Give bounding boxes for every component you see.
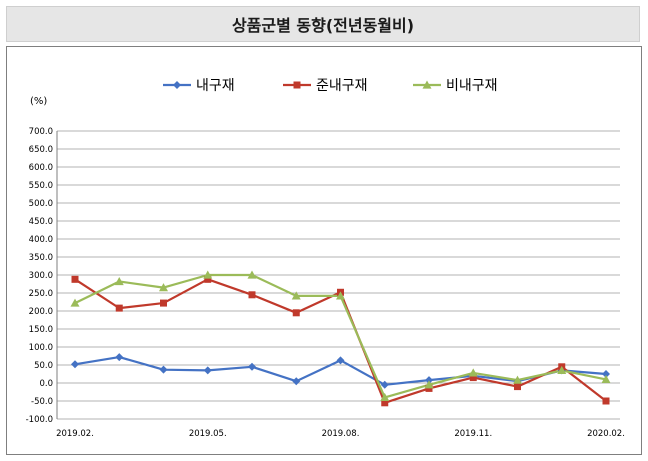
y-tick-label: -50.0 [31, 397, 53, 407]
data-point [380, 380, 389, 389]
data-point [293, 81, 301, 89]
y-tick-label: 500.0 [29, 199, 53, 209]
data-point [248, 362, 256, 371]
y-tick-label: 700.0 [29, 127, 53, 137]
legend-label: 내구재 [196, 78, 235, 94]
legend: 내구재 준내구재 비내구재 [163, 78, 498, 94]
data-point [159, 365, 168, 374]
legend-label: 비내구재 [446, 78, 498, 94]
data-point [203, 366, 212, 375]
x-tick-label: 2019.02. [56, 429, 94, 439]
data-point [336, 291, 345, 300]
title-band: 상품군별 동향(전년동월비) [6, 6, 640, 42]
data-point [115, 304, 123, 312]
y-tick-label: 50.0 [34, 361, 53, 371]
y-axis-ticks: -100.0 -50.0 0.0 50.0 100.0 150.0 200.0 250.0 30… [26, 127, 53, 425]
y-tick-label: 450.0 [29, 217, 53, 227]
data-point [114, 276, 124, 286]
data-point [514, 383, 521, 391]
y-tick-label: 650.0 [29, 145, 53, 155]
data-point [469, 374, 477, 382]
x-tick-label: 2019.05. [189, 429, 227, 439]
data-point [248, 291, 256, 299]
series-markers [70, 270, 611, 407]
data-point [380, 392, 390, 401]
y-tick-label: 100.0 [29, 343, 53, 353]
x-tick-label: 2020.02. [587, 429, 625, 439]
data-point [291, 291, 301, 300]
data-point [424, 380, 434, 389]
chart-frame [6, 46, 642, 455]
data-point [203, 270, 213, 279]
data-point [160, 299, 167, 307]
y-tick-label: 350.0 [29, 253, 53, 263]
data-point [602, 370, 610, 378]
data-point [159, 283, 168, 292]
y-tick-label: 600.0 [29, 163, 53, 173]
data-point [468, 368, 478, 377]
data-point [204, 275, 212, 283]
data-point [336, 356, 345, 365]
y-tick-label: 250.0 [29, 289, 53, 299]
data-point [71, 275, 79, 283]
y-tick-label: -100.0 [26, 415, 53, 425]
x-axis-ticks: 2019.02. 2019.05. 2019.08. 2019.11. 2020.02. [56, 429, 625, 439]
data-point [381, 399, 389, 407]
data-point [557, 365, 567, 374]
data-point [292, 377, 301, 386]
data-point [602, 397, 610, 405]
data-point [513, 375, 522, 384]
y-tick-label: 150.0 [29, 325, 53, 335]
data-point [247, 270, 257, 279]
x-tick-label: 2019.08. [322, 429, 360, 439]
data-point [115, 353, 124, 362]
page-title: 상품군별 동향(전년동월비) [231, 16, 415, 35]
data-point [422, 80, 432, 89]
y-tick-label: 300.0 [29, 271, 53, 281]
y-tick-label: 550.0 [29, 181, 53, 191]
data-point [601, 374, 611, 383]
data-point [292, 309, 300, 317]
y-axis-label: (%) [30, 96, 47, 107]
data-point [425, 376, 433, 385]
data-point [71, 360, 79, 369]
x-tick-label: 2019.11. [454, 429, 492, 439]
data-point [70, 298, 80, 307]
y-tick-label: 400.0 [29, 235, 53, 245]
legend-label: 준내구재 [316, 78, 368, 94]
y-tick-label: 200.0 [29, 307, 53, 317]
y-tick-label: 0.0 [39, 379, 53, 389]
data-point [173, 81, 181, 89]
